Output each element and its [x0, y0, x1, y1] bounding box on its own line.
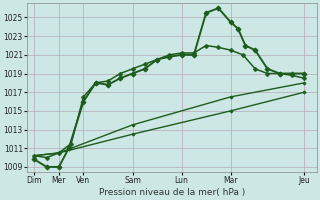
X-axis label: Pression niveau de la mer( hPa ): Pression niveau de la mer( hPa ) — [99, 188, 245, 197]
